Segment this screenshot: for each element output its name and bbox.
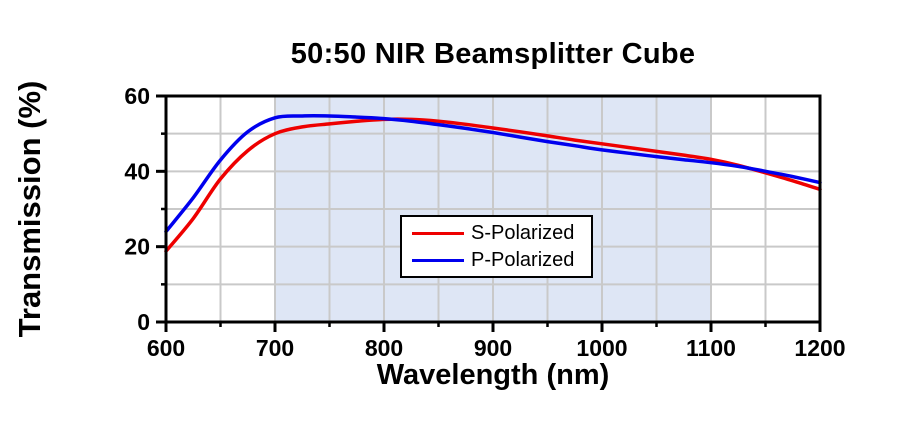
x-tick-label: 700	[256, 335, 294, 361]
x-tick-label: 900	[474, 335, 512, 361]
s-polarized-line-swatch	[412, 231, 464, 235]
legend: S-Polarized P-Polarized	[400, 215, 593, 278]
x-tick-label: 600	[147, 335, 185, 361]
legend-item-s-polarized: S-Polarized	[412, 222, 591, 244]
x-tick-label: 1100	[686, 335, 736, 361]
y-tick-label: 0	[137, 309, 150, 335]
y-tick-label: 20	[124, 234, 150, 260]
y-tick-label: 60	[124, 83, 150, 109]
chart-title: 50:50 NIR Beamsplitter Cube	[290, 38, 696, 70]
legend-item-p-polarized: P-Polarized	[412, 249, 591, 271]
p-polarized-line-swatch	[412, 258, 464, 262]
x-tick-label: 800	[365, 335, 403, 361]
series-line-p-polarized	[164, 114, 822, 234]
legend-label-s-polarized: S-Polarized	[471, 222, 575, 244]
y-tick-label: 40	[124, 158, 150, 184]
series-line-s-polarized	[164, 117, 822, 253]
x-tick-label: 1200	[794, 335, 845, 361]
x-tick-label: 1000	[576, 335, 627, 361]
legend-label-p-polarized: P-Polarized	[471, 249, 575, 271]
x-axis-title: Wavelength (nm)	[376, 359, 610, 391]
